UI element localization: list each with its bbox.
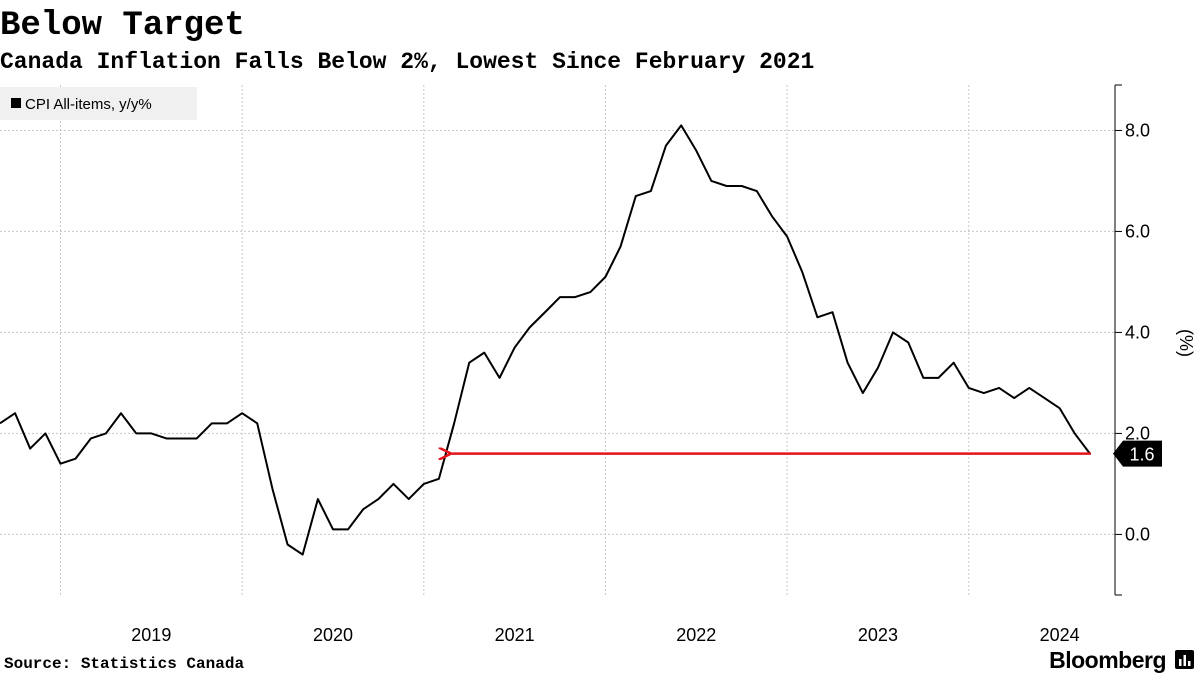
legend-swatch (11, 98, 21, 108)
y-tick-label: 2.0 (1125, 423, 1150, 443)
brand: Bloomberg (1049, 647, 1166, 673)
y-axis-label: (%) (1176, 329, 1196, 357)
last-value-label: 1.6 (1129, 445, 1154, 465)
brand-icon (1175, 650, 1194, 669)
y-tick-label: 6.0 (1125, 221, 1150, 241)
chart-subtitle: Canada Inflation Falls Below 2%, Lowest … (0, 49, 814, 75)
x-tick-label: 2023 (858, 625, 898, 645)
x-tick-label: 2021 (495, 625, 535, 645)
source: Source: Statistics Canada (4, 655, 244, 673)
x-tick-label: 2024 (1040, 625, 1080, 645)
legend-label: CPI All-items, y/y% (25, 96, 152, 113)
y-tick-label: 4.0 (1125, 322, 1150, 342)
series-line (0, 124, 1091, 556)
y-tick-label: 0.0 (1125, 524, 1150, 544)
legend-box (0, 87, 197, 120)
x-tick-label: 2019 (131, 625, 171, 645)
chart-title: Below Target (0, 7, 245, 45)
legend: CPI All-items, y/y% (0, 87, 197, 120)
x-tick-label: 2022 (676, 625, 716, 645)
x-tick-label: 2020 (313, 625, 353, 645)
y-tick-label: 8.0 (1125, 120, 1150, 140)
last-value-box (1113, 440, 1162, 467)
